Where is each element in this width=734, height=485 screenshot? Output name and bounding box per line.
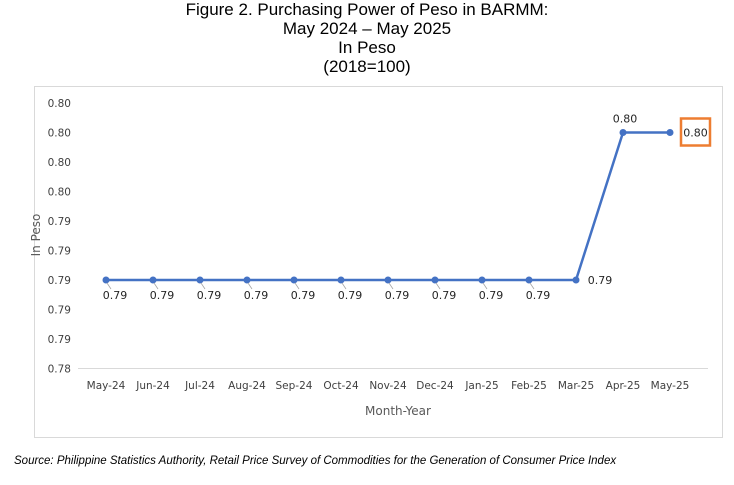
leader-line [388,282,394,290]
y-tick-label: 0.80 [48,187,71,199]
data-point [431,276,439,284]
y-tick-label: 0.80 [48,128,71,140]
data-label: 0.80 [613,113,638,126]
x-tick-label: Aug-24 [228,380,266,392]
chart-frame [34,86,723,438]
leader-line [247,282,253,290]
x-tick-label: Nov-24 [369,380,407,392]
data-label: 0.79 [432,289,457,302]
y-tick-label: 0.80 [48,157,71,169]
data-label: 0.79 [197,289,222,302]
leader-line [435,282,441,290]
data-point [619,129,627,136]
leader-line [153,282,159,290]
data-label: 0.79 [291,289,316,302]
leader-line [106,282,112,290]
x-tick-label: Sep-24 [276,380,313,392]
chart-title: Figure 2. Purchasing Power of Peso in BA… [0,0,734,76]
x-tick-label: May-25 [651,380,690,392]
data-point [666,129,674,136]
data-label: 0.79 [150,289,175,302]
data-label: 0.79 [479,289,504,302]
data-point [290,276,298,284]
leader-line [294,282,300,290]
y-tick-label: 0.80 [48,98,71,110]
x-tick-label: Apr-25 [606,380,641,392]
y-tick-label: 0.79 [48,275,71,287]
data-label: 0.79 [385,289,410,302]
x-tick-label: Oct-24 [323,380,359,392]
x-tick-label: May-24 [87,380,126,392]
highlight-box [679,117,712,147]
source-note: Source: Philippine Statistics Authority,… [14,455,617,467]
data-label: 0.79 [244,289,269,302]
title-line-1: Figure 2. Purchasing Power of Peso in BA… [185,0,549,19]
x-tick-label: Jun-24 [135,380,170,392]
title-line-3: In Peso [338,38,396,57]
y-tick-label: 0.79 [48,216,71,228]
data-point [196,276,204,284]
data-point [478,276,486,284]
y-tick-label: 0.79 [48,305,71,317]
y-tick-label: 0.79 [48,246,71,258]
leader-line [341,282,347,290]
data-label: 0.79 [526,289,551,302]
leader-line [529,282,535,290]
x-tick-label: Jan-25 [464,380,498,392]
y-tick-label: 0.78 [48,364,71,376]
data-point [384,276,392,284]
x-tick-label: Jul-24 [184,380,215,392]
leader-line [200,282,206,290]
x-tick-label: Mar-25 [558,380,594,392]
data-label: 0.79 [103,289,128,302]
leader-line [482,282,488,290]
data-point [102,276,110,284]
x-axis-title: Month-Year [365,404,431,418]
data-point [572,276,580,284]
title-line-4: (2018=100) [323,57,411,76]
y-axis-title: In Peso [29,214,43,257]
data-label: 0.79 [338,289,363,302]
series-line [106,131,670,282]
data-point [337,276,345,284]
x-tick-label: Feb-25 [511,380,547,392]
data-point [243,276,251,284]
data-point [149,276,157,284]
x-tick-label: Dec-24 [416,380,454,392]
title-line-2: May 2024 – May 2025 [282,19,452,38]
data-label: 0.80 [683,127,708,140]
data-point [525,276,533,284]
y-tick-label: 0.79 [48,334,71,346]
data-label: 0.79 [588,274,613,287]
